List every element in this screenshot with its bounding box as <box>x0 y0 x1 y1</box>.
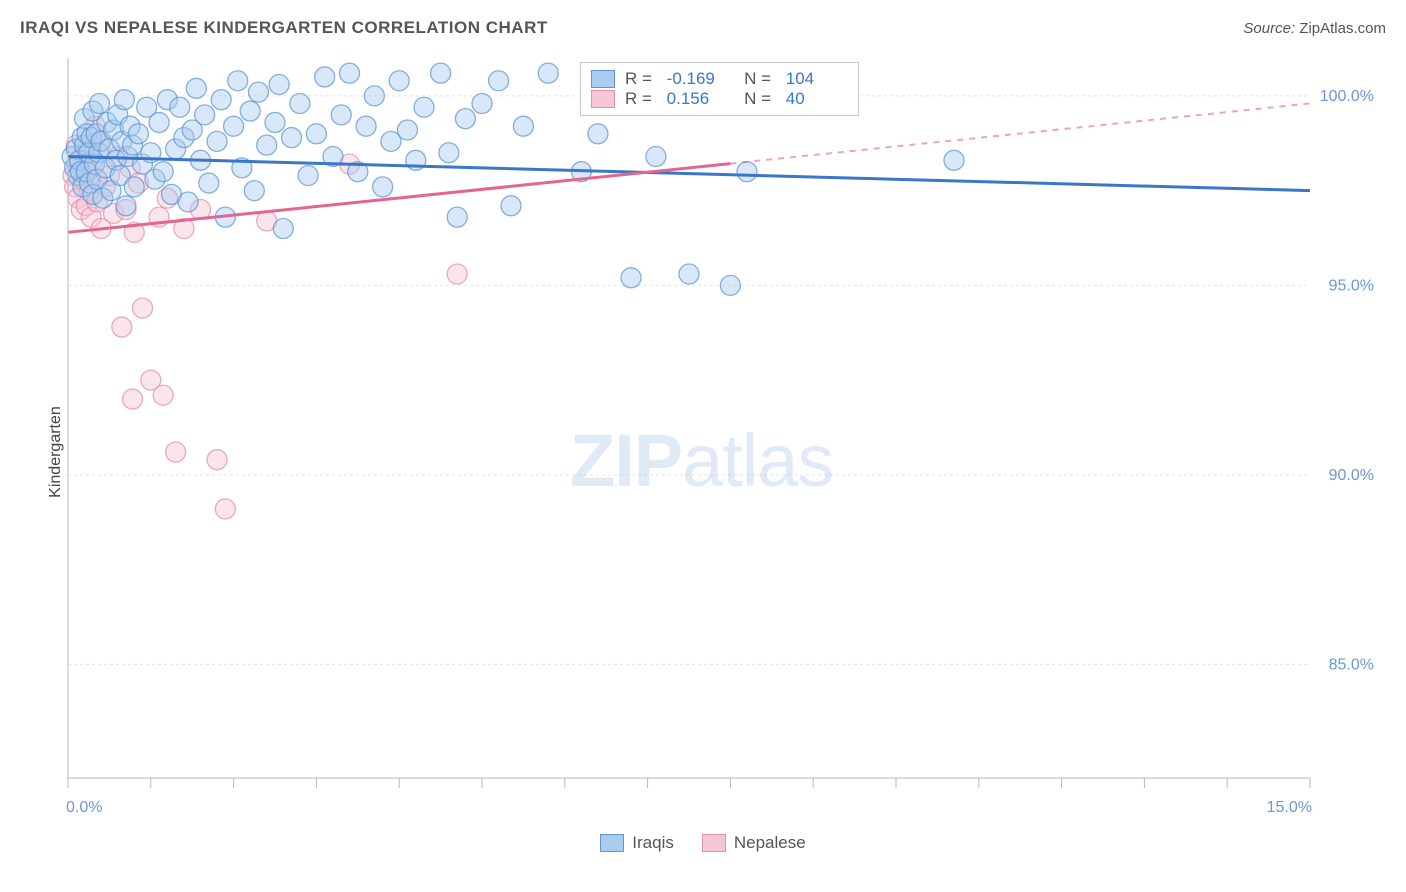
legend-swatch <box>702 834 726 852</box>
iraqis-point <box>298 165 318 185</box>
iraqis-point <box>621 268 641 288</box>
svg-text:85.0%: 85.0% <box>1329 656 1374 673</box>
iraqis-point <box>646 147 666 167</box>
nepalese-point <box>207 450 227 470</box>
svg-text:100.0%: 100.0% <box>1320 88 1374 105</box>
iraqis-point <box>114 90 134 110</box>
iraqis-point <box>679 264 699 284</box>
nepalese-point <box>166 442 186 462</box>
iraqis-point <box>455 109 475 129</box>
iraqis-point <box>431 63 451 83</box>
iraqis-point <box>513 116 533 136</box>
source-label: Source: <box>1243 20 1295 37</box>
legend-swatch <box>600 834 624 852</box>
iraqis-point <box>244 181 264 201</box>
n-label: N = <box>735 69 776 89</box>
iraqis-point <box>538 63 558 83</box>
iraqis-point <box>265 112 285 132</box>
legend-item: Iraqis <box>600 833 674 853</box>
stats-legend: R = -0.169 N = 104R = 0.156 N = 40 <box>580 62 859 116</box>
iraqis-point <box>211 90 231 110</box>
iraqis-point <box>240 101 260 121</box>
chart-area: Kindergarten 85.0%90.0%95.0%100.0%0.0%15… <box>20 48 1386 856</box>
n-label: N = <box>735 89 776 109</box>
iraqis-point <box>224 116 244 136</box>
legend-swatch <box>591 70 615 88</box>
legend-item: Nepalese <box>702 833 806 853</box>
iraqis-point <box>116 196 136 216</box>
iraqis-point <box>447 207 467 227</box>
iraqis-point <box>389 71 409 91</box>
iraqis-point <box>89 93 109 113</box>
nepalese-point <box>153 385 173 405</box>
bottom-legend: Iraqis Nepalese <box>20 833 1386 853</box>
iraqis-point <box>306 124 326 144</box>
nepalese-point <box>447 264 467 284</box>
iraqis-point <box>269 75 289 95</box>
iraqis-point <box>720 275 740 295</box>
iraqis-point <box>737 162 757 182</box>
iraqis-point <box>170 97 190 117</box>
iraqis-point <box>195 105 215 125</box>
iraqis-point <box>257 135 277 155</box>
svg-text:95.0%: 95.0% <box>1329 277 1374 294</box>
iraqis-point <box>178 192 198 212</box>
iraqis-point <box>199 173 219 193</box>
iraqis-point <box>397 120 417 140</box>
legend-label: Iraqis <box>632 833 674 853</box>
iraqis-point <box>414 97 434 117</box>
iraqis-point <box>489 71 509 91</box>
r-value: 0.156 <box>667 89 725 109</box>
iraqis-point <box>356 116 376 136</box>
iraqis-point <box>315 67 335 87</box>
legend-label: Nepalese <box>734 833 806 853</box>
iraqis-point <box>153 162 173 182</box>
svg-text:15.0%: 15.0% <box>1267 799 1312 816</box>
iraqis-point <box>186 78 206 98</box>
r-value: -0.169 <box>667 69 725 89</box>
iraqis-point <box>340 63 360 83</box>
iraqis-point <box>588 124 608 144</box>
n-value: 104 <box>786 69 844 89</box>
nepalese-point <box>123 389 143 409</box>
iraqis-point <box>228 71 248 91</box>
nepalese-point <box>215 499 235 519</box>
nepalese-point <box>133 298 153 318</box>
iraqis-point <box>124 177 144 197</box>
iraqis-point <box>501 196 521 216</box>
iraqis-point <box>364 86 384 106</box>
iraqis-point <box>282 128 302 148</box>
iraqis-point <box>207 131 227 151</box>
iraqis-point <box>290 93 310 113</box>
n-value: 40 <box>786 89 844 109</box>
iraqis-point <box>273 219 293 239</box>
iraqis-point <box>373 177 393 197</box>
stats-legend-row: R = 0.156 N = 40 <box>591 89 844 109</box>
r-label: R = <box>625 89 657 109</box>
stats-legend-row: R = -0.169 N = 104 <box>591 69 844 89</box>
legend-swatch <box>591 90 615 108</box>
chart-title: IRAQI VS NEPALESE KINDERGARTEN CORRELATI… <box>20 18 548 38</box>
iraqis-point <box>944 150 964 170</box>
iraqis-point <box>472 93 492 113</box>
iraqis-point <box>128 124 148 144</box>
iraqis-point <box>331 105 351 125</box>
svg-text:0.0%: 0.0% <box>66 799 102 816</box>
iraqis-point <box>149 112 169 132</box>
nepalese-point <box>112 317 132 337</box>
iraqis-point <box>248 82 268 102</box>
svg-text:90.0%: 90.0% <box>1329 467 1374 484</box>
scatter-plot-svg: 85.0% 90.0% 95.0% 100.0% 0.0% 15.0% <box>60 58 1380 818</box>
r-label: R = <box>625 69 657 89</box>
chart-source: Source: ZipAtlas.com <box>1243 20 1386 37</box>
source-value: ZipAtlas.com <box>1299 20 1386 37</box>
iraqis-point <box>439 143 459 163</box>
